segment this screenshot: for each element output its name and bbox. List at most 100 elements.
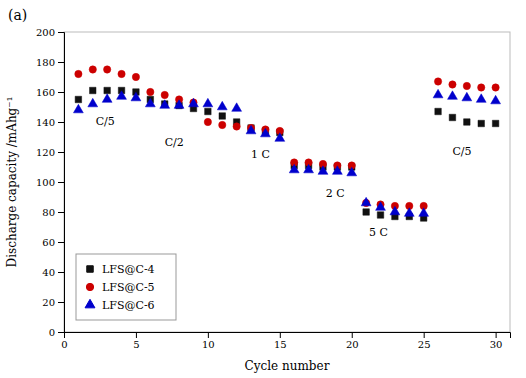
point xyxy=(232,103,242,112)
point xyxy=(203,98,213,107)
point xyxy=(492,84,499,91)
y-axis-tick-label: 140 xyxy=(36,117,55,128)
point xyxy=(435,108,441,114)
annotations: C/5C/21 C2 C5 CC/5 xyxy=(96,115,472,239)
y-axis-tick-mark xyxy=(58,212,64,213)
y-axis-tick-mark xyxy=(58,122,64,123)
y-axis-tick: 80 xyxy=(42,207,64,218)
marks xyxy=(73,66,500,221)
point xyxy=(476,94,486,103)
point xyxy=(75,70,82,77)
x-axis-tick-mark xyxy=(352,332,353,338)
point xyxy=(90,87,96,93)
annotation: 5 C xyxy=(369,226,388,239)
y-axis-tick: 20 xyxy=(42,297,64,308)
series xyxy=(73,89,500,216)
y-axis-tick-label: 180 xyxy=(36,57,55,68)
point xyxy=(275,133,285,142)
point xyxy=(260,128,270,137)
y-axis-tick-mark xyxy=(58,332,64,333)
x-axis-tick-label: 5 xyxy=(133,339,139,350)
series xyxy=(75,66,500,210)
point xyxy=(89,66,96,73)
x-axis-tick: 15 xyxy=(274,332,287,350)
x-axis-tick: 0 xyxy=(61,332,67,350)
y-axis-tick: 200 xyxy=(36,27,64,38)
x-axis-line xyxy=(65,333,511,339)
point xyxy=(433,89,443,98)
annotation: C/5 xyxy=(452,145,471,158)
point xyxy=(318,166,328,175)
point xyxy=(73,104,83,113)
y-axis-tick-mark xyxy=(58,302,64,303)
y-axis-tick-mark xyxy=(58,242,64,243)
annotation: C/5 xyxy=(96,115,115,128)
point xyxy=(204,118,211,125)
x-axis-tick-label: 15 xyxy=(274,339,287,350)
x-axis-tick: 10 xyxy=(202,332,215,350)
y-axis-tick-label: 120 xyxy=(36,147,55,158)
y-axis-tick-mark xyxy=(58,32,64,33)
point xyxy=(419,208,429,217)
point xyxy=(449,81,456,88)
point xyxy=(377,212,383,218)
point xyxy=(492,120,498,126)
point xyxy=(478,84,485,91)
point xyxy=(147,88,154,95)
point xyxy=(88,98,98,107)
x-axis-tick-mark xyxy=(208,332,209,338)
x-axis-tick-mark xyxy=(424,332,425,338)
point xyxy=(404,208,414,217)
y-axis-tick: 60 xyxy=(42,237,64,248)
annotation: 1 C xyxy=(251,148,270,161)
point xyxy=(219,121,226,128)
plot-frame xyxy=(64,32,510,332)
legend-symbol xyxy=(85,299,95,308)
legend: LFS@C-4 LFS@C-5 LFS@C-6 xyxy=(76,254,176,320)
x-axis-tick-label: 20 xyxy=(346,339,359,350)
point xyxy=(449,114,455,120)
y-axis-tick: 40 xyxy=(42,267,64,278)
point xyxy=(363,209,369,215)
point xyxy=(160,100,170,109)
x-axis-title: Cycle number xyxy=(245,359,330,373)
x-axis-tick-mark xyxy=(280,332,281,338)
y-axis-tick-label: 160 xyxy=(36,87,55,98)
y-axis-tick-label: 80 xyxy=(42,207,55,218)
y-axis-title: Discharge capacity /mAhg⁻¹ xyxy=(5,97,19,268)
y-axis-tick-label: 60 xyxy=(42,237,55,248)
y-axis-tick: 0 xyxy=(49,327,64,338)
legend-symbol xyxy=(86,283,93,290)
y-axis-tick: 100 xyxy=(36,177,64,188)
legend-label: LFS@C-6 xyxy=(102,299,155,312)
point xyxy=(233,123,240,130)
x-axis-tick: 20 xyxy=(346,332,359,350)
y-axis-tick-mark xyxy=(58,92,64,93)
y-axis: 0 20 40 60 80 100 120 140 160 180 200 xyxy=(36,27,65,338)
x-axis-tick-mark xyxy=(496,332,497,338)
legend-label: LFS@C-5 xyxy=(102,281,155,294)
y-axis-tick-mark xyxy=(58,272,64,273)
legend-label: LFS@C-4 xyxy=(102,263,155,276)
legend-frame xyxy=(76,254,176,320)
point xyxy=(304,164,314,173)
point xyxy=(347,167,357,176)
point xyxy=(118,70,125,77)
point xyxy=(205,108,211,114)
point xyxy=(219,113,225,119)
point xyxy=(131,92,141,101)
point xyxy=(361,197,371,206)
y-axis-tick: 140 xyxy=(36,117,64,128)
point xyxy=(390,206,400,215)
point xyxy=(478,120,484,126)
point xyxy=(145,98,155,107)
y-axis-tick: 160 xyxy=(36,87,64,98)
y-axis-tick: 120 xyxy=(36,147,64,158)
annotation: C/2 xyxy=(165,136,184,149)
x-axis-tick: 5 xyxy=(133,332,139,350)
x-axis-tick: 25 xyxy=(418,332,431,350)
y-axis-tick-mark xyxy=(58,62,64,63)
point xyxy=(462,92,472,101)
point xyxy=(448,91,458,100)
x-axis-tick-label: 30 xyxy=(490,339,503,350)
